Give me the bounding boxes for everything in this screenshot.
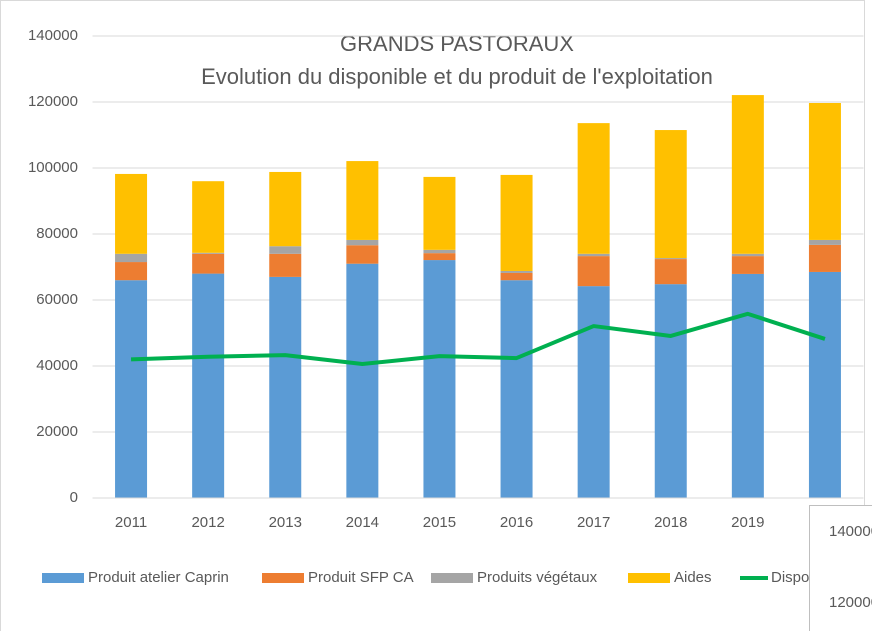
bar-segment <box>654 259 687 285</box>
bar-segment <box>423 249 456 254</box>
legend-label: Produit SFP CA <box>308 569 414 586</box>
bar-segment <box>192 253 225 274</box>
overlay-label: 120000 <box>829 594 872 611</box>
y-tick-label: 20000 <box>36 423 78 440</box>
bar-segment <box>346 239 379 246</box>
x-tick-label: 2013 <box>269 514 302 531</box>
bar-segment <box>731 253 764 257</box>
bar-segment <box>731 256 764 274</box>
bar-segment <box>346 263 379 498</box>
bar-segment <box>192 252 225 254</box>
bar-segment <box>115 262 148 281</box>
bar-segment <box>423 253 456 261</box>
bar-segment <box>423 260 456 498</box>
x-tick-label: 2014 <box>346 514 379 531</box>
bar-segment <box>192 181 225 253</box>
overlay-panel: 140000 120000 <box>809 505 872 631</box>
bar-segment <box>115 253 148 263</box>
bar-segment <box>808 239 841 245</box>
y-tick-label: 40000 <box>36 357 78 374</box>
overlay-label: 140000 <box>829 523 872 540</box>
legend-swatch <box>262 573 304 583</box>
chart-title: GRANDS PASTORAUX <box>340 31 574 56</box>
bar-segment <box>269 171 302 247</box>
bar-segment <box>269 246 302 254</box>
y-tick-label: 80000 <box>36 225 78 242</box>
bar-segment <box>731 273 764 498</box>
bar-segment <box>500 280 533 498</box>
bar-segment <box>577 256 610 287</box>
overlay-box <box>809 505 872 631</box>
line-series <box>130 311 826 367</box>
bar-segment <box>346 161 379 240</box>
chart-subtitle: Evolution du disponible et du produit de… <box>201 64 713 89</box>
bar-segment <box>808 102 841 240</box>
y-tick-label: 60000 <box>36 291 78 308</box>
bar-segment <box>346 245 379 264</box>
x-tick-label: 2015 <box>423 514 456 531</box>
bar-segment <box>269 276 302 498</box>
x-tick-label: 2017 <box>577 514 610 531</box>
bar-segment <box>192 273 225 498</box>
x-tick-label: 2012 <box>191 514 224 531</box>
bar-segment <box>115 280 148 498</box>
bar-segment <box>115 173 148 254</box>
y-tick-label: 120000 <box>28 93 78 110</box>
x-tick-label: 2019 <box>731 514 764 531</box>
bar-segment <box>500 272 533 281</box>
legend-swatch <box>42 573 84 583</box>
bar-segment <box>577 123 610 254</box>
x-tick-label: 2016 <box>500 514 533 531</box>
bar-segment <box>654 258 687 260</box>
x-tick-label: 2018 <box>654 514 687 531</box>
bar-segment <box>731 95 764 254</box>
legend-label: Aides <box>674 569 712 586</box>
legend-swatch <box>628 573 670 583</box>
bar-segment <box>500 270 533 273</box>
bar-segment <box>654 130 687 259</box>
legend-label: Produit atelier Caprin <box>88 569 229 586</box>
bar-segment <box>423 176 456 250</box>
bar-segment <box>808 271 841 498</box>
y-tick-label: 100000 <box>28 159 78 176</box>
y-tick-label: 0 <box>70 489 78 506</box>
bar-segment <box>500 174 533 271</box>
legend-swatch <box>431 573 473 583</box>
bar-segment <box>269 253 302 277</box>
bar-segment <box>654 284 687 498</box>
bar-segment <box>577 253 610 257</box>
legend-label: Produits végétaux <box>477 569 598 586</box>
x-tick-label: 2011 <box>115 514 147 531</box>
bar-segment <box>808 244 841 272</box>
y-tick-label: 140000 <box>28 27 78 44</box>
bar-segment <box>577 286 610 498</box>
